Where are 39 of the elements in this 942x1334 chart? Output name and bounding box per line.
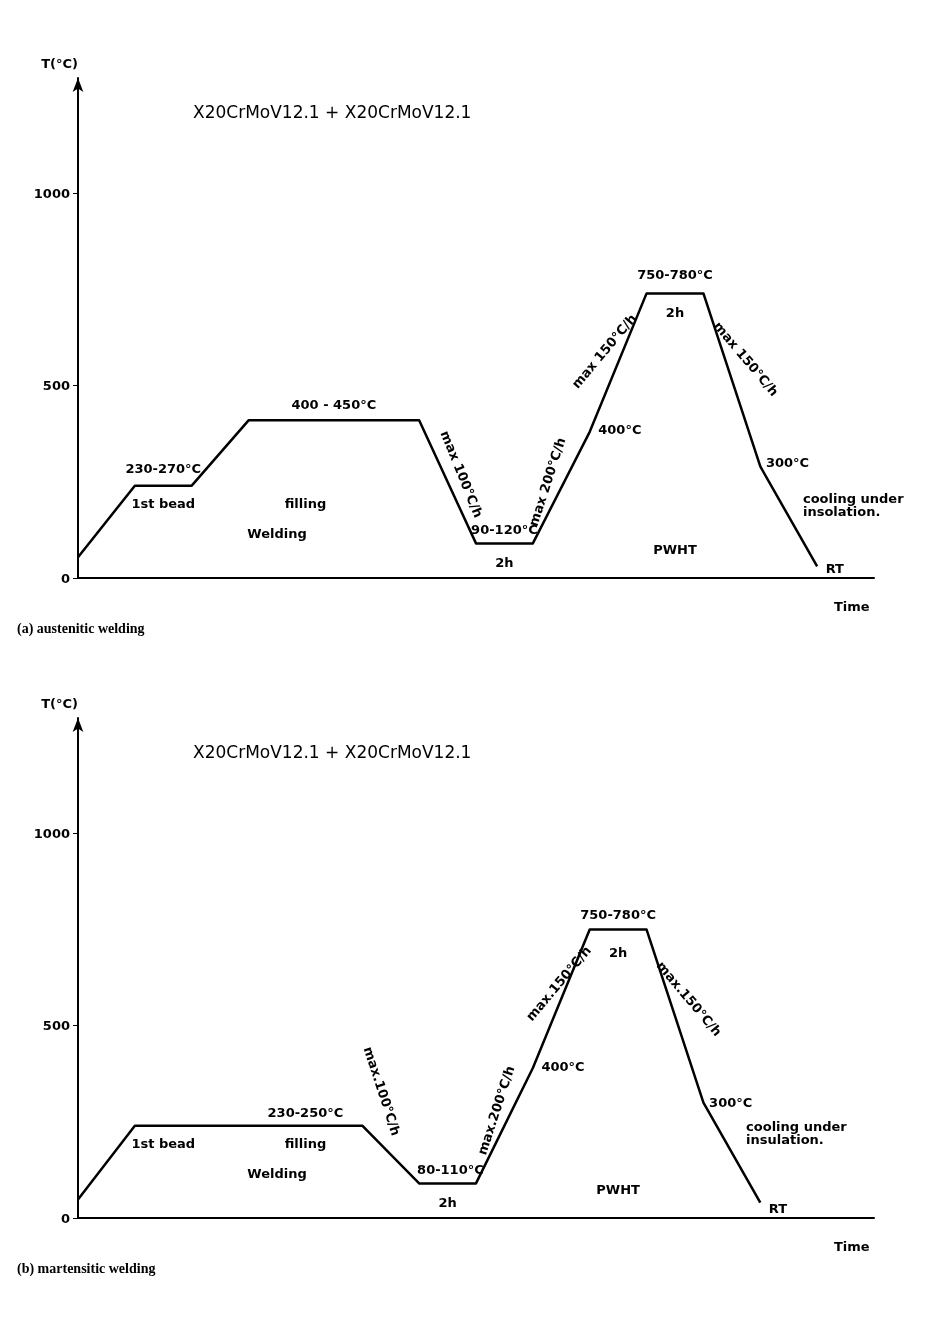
annotation: 400°C xyxy=(541,1058,585,1074)
annotation: 750-780°C xyxy=(637,266,713,282)
annotation: PWHT xyxy=(596,1181,641,1197)
annotation: PWHT xyxy=(653,541,697,557)
annotation: 300°C xyxy=(709,1095,753,1111)
x-axis-title: Time xyxy=(834,1239,870,1254)
y-tick-label: 0 xyxy=(60,1210,70,1226)
annotation: 2h xyxy=(438,1195,457,1211)
annotation: 230-250°C xyxy=(267,1104,344,1120)
x-axis-title: Time xyxy=(834,599,870,614)
text: (b) martensitic welding xyxy=(17,1260,156,1277)
annotation: 2h xyxy=(495,555,514,571)
annotation: 1st bead xyxy=(131,495,196,511)
text: (a) austenitic welding xyxy=(17,620,145,637)
annotation: RT xyxy=(768,1200,788,1216)
annotation: 1st bead xyxy=(131,1135,196,1151)
y-axis-title: T(°C) xyxy=(41,56,78,71)
annotation: cooling under insulation. xyxy=(746,1119,852,1148)
annotation: Welding xyxy=(247,526,307,542)
annotation: RT xyxy=(825,560,845,576)
annotation: filling xyxy=(284,1135,327,1151)
y-tick-label: 500 xyxy=(42,1018,70,1034)
annotation: 2h xyxy=(608,945,628,961)
y-axis-title: T(°C) xyxy=(41,696,78,711)
text: X20CrMoV12.1 + X20CrMoV12.1 xyxy=(193,101,472,122)
annotation: 400°C xyxy=(598,422,642,438)
annotation: 2h xyxy=(665,305,685,321)
annotation: Welding xyxy=(247,1166,307,1182)
annotation: 750-780°C xyxy=(580,906,656,922)
text: X20CrMoV12.1 + X20CrMoV12.1 xyxy=(193,741,472,762)
annotation: 300°C xyxy=(765,455,810,471)
annotation: 230-270°C xyxy=(125,460,202,476)
annotation: filling xyxy=(284,495,327,511)
y-tick-label: 1000 xyxy=(33,185,70,201)
y-tick-label: 500 xyxy=(42,378,70,394)
annotation: 400 - 450°C xyxy=(291,397,377,413)
annotation: cooling under insolation. xyxy=(802,490,909,519)
y-tick-label: 1000 xyxy=(33,825,70,841)
y-tick-label: 0 xyxy=(60,570,70,586)
